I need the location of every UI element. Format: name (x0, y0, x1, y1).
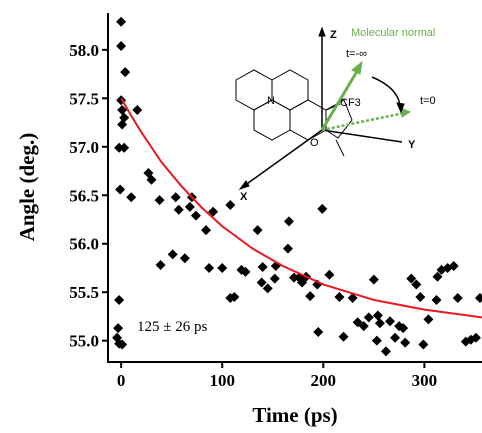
inset-label: t=-∞ (346, 48, 367, 60)
data-point (115, 184, 126, 195)
fit-line (120, 97, 482, 319)
data-point (347, 293, 358, 304)
data-point (470, 332, 481, 343)
data-point (324, 269, 335, 280)
data-point (358, 321, 369, 332)
data-point (368, 274, 379, 285)
inset-diagram (235, 26, 412, 190)
x-axis-title: Time (ps) (252, 403, 337, 427)
x-tick-label: 0 (117, 371, 126, 390)
data-point (262, 283, 273, 294)
data-point (390, 332, 401, 343)
data-point (432, 271, 443, 282)
data-point (117, 104, 128, 115)
data-point (283, 216, 294, 227)
data-point (411, 279, 422, 290)
data-point (257, 261, 268, 272)
x-tick-label: 100 (209, 371, 235, 390)
data-point (204, 262, 215, 273)
y-tick-label: 57.5 (69, 89, 99, 108)
data-point (225, 199, 236, 210)
data-point (190, 210, 201, 221)
data-point (256, 277, 267, 288)
data-point (269, 273, 280, 284)
data-point (208, 206, 219, 217)
data-point (184, 201, 195, 212)
data-point (380, 346, 391, 357)
data-point (217, 262, 228, 273)
data-point (448, 261, 459, 272)
data-point (418, 339, 429, 350)
data-point (132, 104, 143, 115)
data-point (114, 294, 125, 305)
data-point (126, 192, 137, 203)
inset-label: Z (330, 29, 337, 41)
data-point (374, 318, 385, 329)
data-point (119, 142, 130, 153)
data-point (415, 292, 426, 303)
inset-label: O (310, 137, 319, 149)
data-point (201, 225, 212, 236)
data-point (452, 293, 463, 304)
data-point (116, 16, 127, 27)
data-point (252, 225, 263, 236)
y-tick-label: 55.0 (69, 332, 99, 351)
data-point (120, 67, 131, 78)
x-tick-label: 200 (311, 371, 337, 390)
data-point (400, 337, 411, 348)
inset-label: N (267, 95, 275, 107)
annotation: 125 ± 26 ps (137, 319, 207, 335)
data-point (117, 339, 128, 350)
data-point (398, 323, 409, 334)
data-point (334, 292, 345, 303)
y-tick-label: 56.5 (69, 186, 99, 205)
data-point (173, 204, 184, 215)
data-point (114, 142, 125, 153)
inset-label: X (240, 191, 248, 203)
inset-label: t=0 (420, 95, 436, 107)
data-point (167, 249, 178, 260)
y-axis-title: Angle (deg.) (15, 133, 39, 242)
data-point (313, 326, 324, 337)
data-point (116, 40, 127, 51)
data-point (371, 335, 382, 346)
data-point (154, 195, 165, 206)
data-point (282, 243, 293, 254)
data-point (363, 312, 374, 323)
data-point (240, 266, 251, 277)
inset-label: Molecular normal (351, 27, 435, 39)
data-point (431, 294, 442, 305)
y-tick-label: 58.0 (69, 41, 99, 60)
data-point (423, 314, 434, 325)
y-tick-label: 56.0 (69, 235, 99, 254)
data-point (406, 273, 417, 284)
y-tick-label: 55.5 (69, 283, 99, 302)
data-point (146, 174, 157, 185)
data-point (179, 253, 190, 264)
y-tick-label: 57.0 (69, 138, 99, 157)
data-point (385, 316, 396, 327)
inset-label: Y (408, 139, 416, 151)
data-point (113, 323, 124, 334)
data-point (297, 277, 308, 288)
data-point (474, 293, 482, 304)
data-point (117, 119, 128, 130)
inset-label: CF3 (340, 97, 361, 109)
x-tick-label: 300 (412, 371, 438, 390)
data-point (288, 272, 299, 283)
data-point (170, 192, 181, 203)
data-point (338, 331, 349, 342)
data-point (317, 203, 328, 214)
data-point (229, 292, 240, 303)
data-point (372, 310, 383, 321)
data-point (305, 291, 316, 302)
data-point (155, 260, 166, 271)
